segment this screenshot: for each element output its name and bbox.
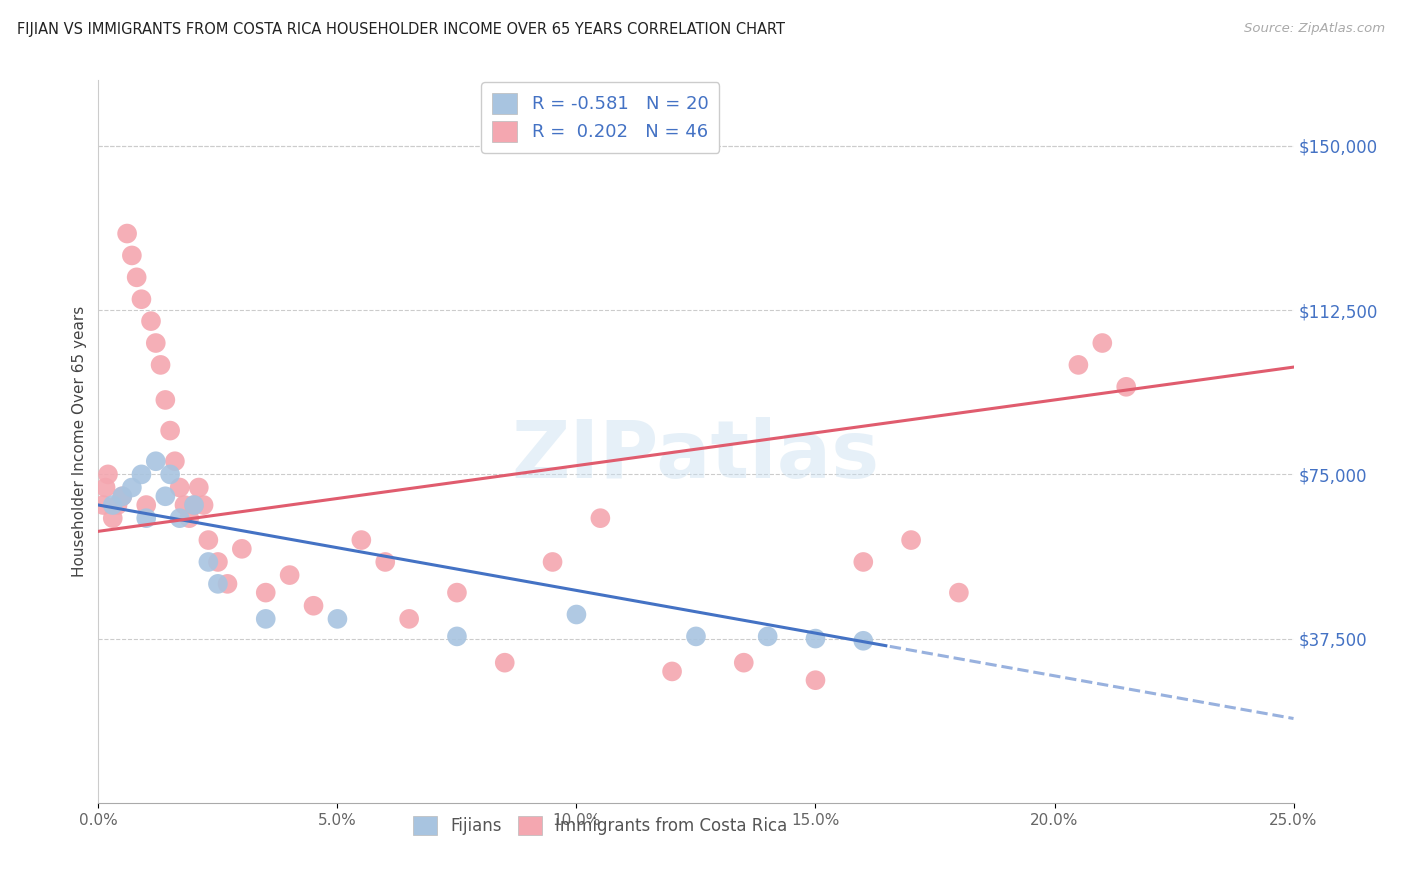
Point [179,511,201,525]
Point [125,270,148,285]
Point [159,467,181,482]
Point [155,392,177,407]
Point [155,489,177,503]
Point [804,632,827,646]
Point [169,481,191,495]
Point [97,467,120,482]
Point [183,498,205,512]
Point [149,358,172,372]
Point [159,424,181,438]
Point [1067,358,1090,372]
Point [193,498,215,512]
Point [589,511,612,525]
Point [173,498,195,512]
Point [254,585,277,599]
Point [733,656,755,670]
Point [231,541,253,556]
Point [207,555,229,569]
Point [900,533,922,547]
Point [111,489,134,503]
Point [163,454,186,468]
Point [135,498,157,512]
Point [115,227,138,241]
Point [197,555,219,569]
Point [121,481,143,495]
Point [948,585,970,599]
Text: ZIPatlas: ZIPatlas [512,417,880,495]
Point [197,533,219,547]
Point [446,629,468,643]
Point [326,612,349,626]
Point [101,511,124,525]
Point [756,629,779,643]
Point [685,629,707,643]
Point [398,612,420,626]
Point [1115,380,1137,394]
Point [804,673,827,688]
Legend: Fijians, Immigrants from Costa Rica: Fijians, Immigrants from Costa Rica [406,809,794,841]
Point [254,612,277,626]
Point [183,498,205,512]
Point [374,555,396,569]
Point [111,489,134,503]
Point [446,585,468,599]
Point [139,314,162,328]
Point [207,577,229,591]
Point [494,656,516,670]
Text: Source: ZipAtlas.com: Source: ZipAtlas.com [1244,22,1385,36]
Point [1091,336,1114,351]
Point [217,577,239,591]
Point [91,498,114,512]
Point [135,511,157,525]
Point [145,454,167,468]
Point [661,665,683,679]
Point [131,292,153,306]
Point [145,336,167,351]
Y-axis label: Householder Income Over 65 years: Householder Income Over 65 years [72,306,87,577]
Point [131,467,153,482]
Point [169,511,191,525]
Point [107,498,129,512]
Point [350,533,373,547]
Text: FIJIAN VS IMMIGRANTS FROM COSTA RICA HOUSEHOLDER INCOME OVER 65 YEARS CORRELATIO: FIJIAN VS IMMIGRANTS FROM COSTA RICA HOU… [17,22,785,37]
Point [302,599,325,613]
Point [94,481,117,495]
Point [852,555,875,569]
Point [852,633,875,648]
Point [121,248,143,262]
Point [541,555,564,569]
Point [101,498,124,512]
Point [187,481,209,495]
Point [565,607,588,622]
Point [278,568,301,582]
